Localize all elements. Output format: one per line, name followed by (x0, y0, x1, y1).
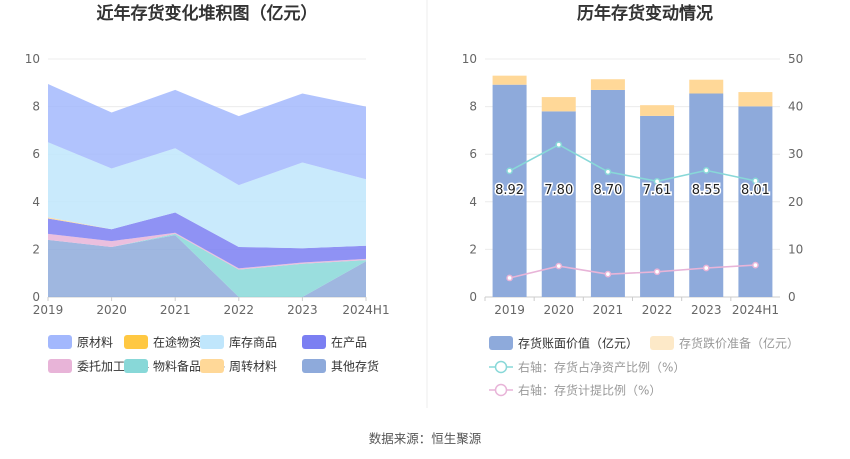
left-x-tick-label: 2022 (224, 303, 255, 317)
bar-data-label: 8.70 (593, 183, 622, 198)
line-series-1 (509, 264, 756, 279)
left-x-tick-label: 2019 (33, 303, 64, 317)
line-point (555, 141, 563, 149)
line-point (506, 167, 513, 175)
line-point (752, 261, 759, 269)
left-legend-swatch (124, 359, 148, 373)
left-legend-swatch (200, 335, 224, 349)
left-y-tick-label: 6 (32, 147, 40, 161)
left-x-tick-label: 2021 (160, 303, 191, 317)
right-y2-tick-label: 20 (788, 195, 803, 209)
left-y-tick-label: 8 (32, 100, 40, 114)
left-legend-label: 在途物资 (153, 335, 201, 350)
bar-data-label: 8.01 (741, 183, 770, 198)
right-y-tick-label: 6 (469, 147, 477, 161)
right-x-tick-label: 2023 (691, 303, 722, 317)
left-legend-label: 原材料 (77, 336, 113, 350)
bar-impairment (492, 75, 527, 85)
bar-book-value (492, 84, 527, 297)
line-point (604, 168, 612, 176)
right-legend-marker (494, 383, 508, 397)
left-y-tick-label: 0 (32, 290, 40, 304)
bar-impairment (640, 105, 675, 116)
left-legend-swatch (302, 335, 326, 349)
right-x-tick-label: 2021 (593, 303, 624, 317)
right-legend-label: 存货账面价值（亿元） (518, 336, 638, 351)
right-y-tick-label: 10 (462, 52, 477, 66)
left-x-tick-label: 2023 (287, 303, 318, 317)
right-y2-tick-label: 30 (788, 147, 803, 161)
left-legend-label: 其他存货 (331, 359, 379, 374)
left-legend-label: 在产品 (331, 336, 367, 350)
left-legend-swatch (48, 335, 72, 349)
line-point (702, 167, 710, 174)
left-y-tick-label: 4 (32, 195, 40, 209)
right-y-tick-label: 4 (469, 195, 477, 209)
right-legend-swatch (650, 336, 674, 350)
bar-data-label: 8.92 (495, 183, 524, 198)
area-series-0 (48, 235, 366, 297)
right-x-tick-label: 2022 (642, 303, 673, 317)
right-y2-tick-label: 0 (788, 290, 796, 304)
bar-impairment (541, 97, 576, 112)
bar-book-value (689, 93, 724, 297)
left-legend-label: 库存商品 (229, 335, 277, 350)
bar-impairment (590, 79, 625, 90)
line-point (653, 268, 661, 276)
right-legend-label: 右轴：存货占净资产比例（%） (518, 360, 685, 375)
bar-data-label: 7.80 (544, 183, 573, 198)
left-legend-swatch (200, 359, 224, 373)
area-series-5 (48, 142, 366, 249)
line-point (555, 262, 563, 270)
right-y-tick-label: 0 (469, 290, 477, 304)
line-series-0 (509, 143, 756, 183)
right-bar-chart: 0 2 4 6 8 10 0 10 20 30 40 50 2019 2020 2021 2022 2023 20… (462, 52, 804, 317)
right-x-tick-label: 2024H1 (732, 303, 779, 317)
left-y-tick-label: 2 (32, 242, 40, 256)
line-point (604, 270, 612, 278)
left-legend-swatch (124, 335, 148, 349)
bar-data-label: 7.61 (643, 183, 672, 198)
line-point (702, 264, 710, 272)
right-legend-label: 右轴：存货计提比例（%） (518, 383, 661, 398)
right-y-tick-label: 2 (469, 242, 477, 256)
area-series-3 (48, 212, 366, 269)
left-x-tick-label: 2020 (96, 303, 127, 317)
source-note: 数据来源：恒生聚源 (369, 431, 482, 446)
bar-data-label: 8.55 (692, 183, 721, 198)
left-legend-swatch (48, 359, 72, 373)
left-legend-label: 周转材料 (229, 359, 277, 374)
line-point (653, 177, 661, 185)
left-area-chart: 0 2 4 6 8 10 2019 2020 2021 2022 2023 2024H1 (25, 52, 390, 317)
right-legend-swatch (489, 336, 513, 350)
left-chart-title: 近年存货变化堆积图（亿元） (97, 3, 318, 24)
right-chart-title: 历年存货变动情况 (577, 3, 713, 24)
right-y2-tick-label: 10 (788, 242, 803, 256)
right-y-tick-label: 8 (469, 100, 477, 114)
left-y-tick-label: 10 (25, 52, 40, 66)
area-series-7 (48, 84, 366, 186)
line-point (752, 177, 759, 185)
right-y2-tick-label: 40 (788, 100, 803, 114)
right-y2-tick-label: 50 (788, 52, 803, 66)
bar-impairment (738, 92, 773, 107)
right-x-tick-label: 2019 (494, 303, 525, 317)
bar-book-value (640, 115, 675, 297)
right-x-tick-label: 2020 (543, 303, 574, 317)
area-series-2 (48, 232, 366, 270)
left-x-tick-label: 2024H1 (342, 303, 389, 317)
area-series-1 (48, 233, 366, 297)
right-chart-legend: 存货账面价值（亿元） 存货跌价准备（亿元） 右轴：存货占净资产比例（%） 右轴：存货计… (489, 336, 799, 398)
right-legend-label: 存货跌价准备（亿元） (679, 336, 799, 351)
bar-book-value (590, 89, 625, 297)
right-legend-marker (494, 360, 508, 374)
bar-impairment (689, 79, 724, 94)
left-legend-swatch (302, 359, 326, 373)
line-point (506, 274, 513, 282)
